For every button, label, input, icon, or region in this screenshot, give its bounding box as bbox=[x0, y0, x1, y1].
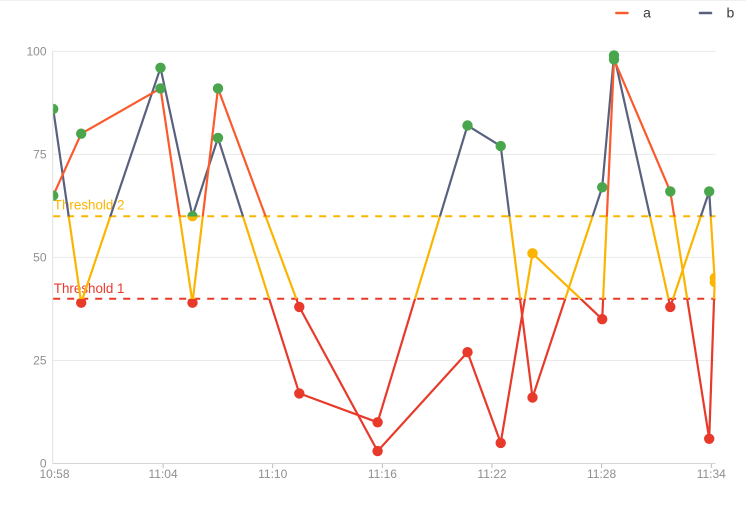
svg-text:11:16: 11:16 bbox=[368, 467, 397, 481]
svg-text:a: a bbox=[643, 5, 651, 21]
svg-text:11:10: 11:10 bbox=[258, 467, 287, 481]
svg-text:11:34: 11:34 bbox=[697, 467, 726, 481]
svg-text:11:22: 11:22 bbox=[477, 467, 506, 481]
svg-text:50: 50 bbox=[33, 251, 47, 265]
svg-text:10:58: 10:58 bbox=[39, 467, 69, 481]
svg-text:b: b bbox=[727, 5, 735, 21]
svg-text:Threshold 2: Threshold 2 bbox=[54, 198, 125, 213]
svg-text:75: 75 bbox=[33, 148, 47, 162]
svg-text:25: 25 bbox=[33, 354, 47, 368]
svg-text:100: 100 bbox=[26, 45, 46, 59]
svg-text:Threshold 1: Threshold 1 bbox=[54, 281, 125, 296]
svg-text:0: 0 bbox=[40, 457, 47, 471]
svg-text:11:04: 11:04 bbox=[149, 467, 178, 481]
svg-text:11:28: 11:28 bbox=[587, 467, 616, 481]
